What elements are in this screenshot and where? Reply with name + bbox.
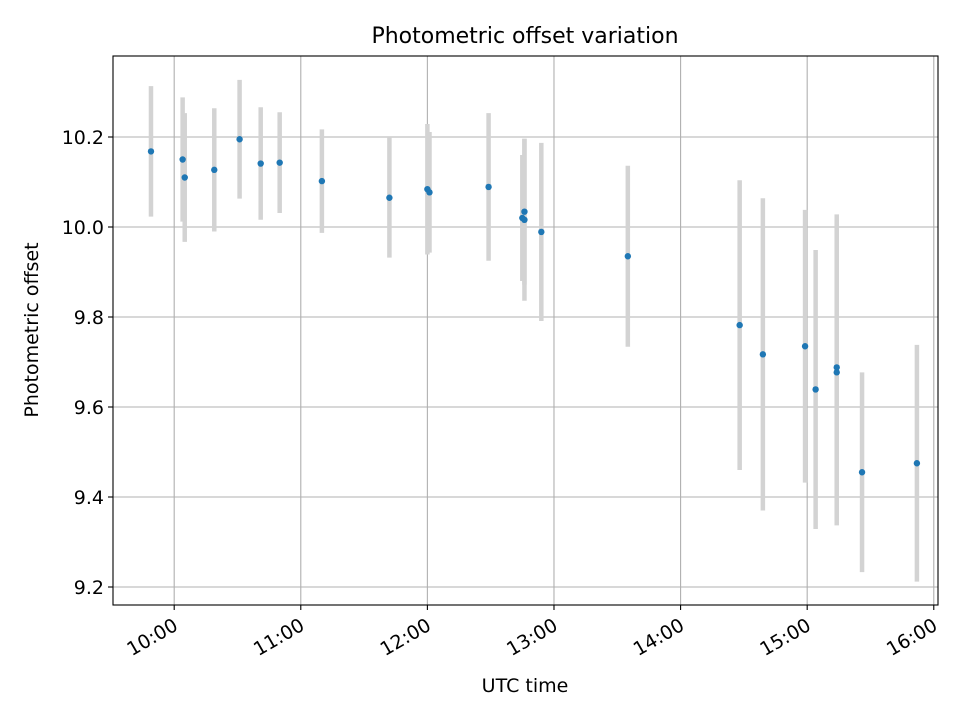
y-tick-label: 9.4 [74, 487, 104, 509]
data-point [485, 183, 492, 191]
data-point [211, 166, 218, 174]
data-point [833, 364, 840, 371]
data-point [833, 369, 840, 376]
x-tick-label: 14:00 [630, 614, 688, 660]
data-point [801, 343, 809, 350]
x-axis-label: UTC time [482, 675, 569, 697]
x-tick-label: 15:00 [756, 614, 814, 660]
data-point [181, 174, 188, 181]
y-tick-label: 10.0 [62, 217, 104, 239]
data-point [521, 216, 528, 223]
data-point [386, 194, 393, 201]
x-tick-label: 13:00 [503, 614, 561, 660]
data-point [147, 148, 155, 155]
x-tick-label: 12:00 [376, 614, 434, 660]
data-point [538, 228, 545, 236]
data-point [236, 136, 243, 143]
x-tick-label: 16:00 [883, 614, 941, 660]
plot-frame [112, 55, 939, 606]
y-tick-label: 9.2 [74, 577, 104, 599]
y-axis-ticks: 9.2 9.4 9.6 9.8 10.0 10.2 [62, 127, 113, 599]
data-point [521, 208, 528, 215]
data-point [624, 253, 632, 260]
data-point [179, 156, 186, 163]
data-point [736, 321, 743, 329]
data-point [318, 177, 326, 185]
y-tick-label: 9.6 [74, 397, 104, 419]
y-tick-label: 10.2 [62, 127, 104, 149]
chart-title: Photometric offset variation [371, 24, 678, 49]
x-tick-label: 11:00 [250, 614, 308, 660]
x-tick-label: 10:00 [123, 614, 181, 660]
data-point [812, 386, 819, 393]
data-point [759, 351, 767, 358]
data-point [858, 469, 866, 476]
data-point [426, 189, 433, 196]
data-point [276, 159, 283, 166]
x-axis-ticks: 10:00 11:00 12:00 13:00 14:00 15:00 16:00 [123, 605, 941, 661]
y-tick-label: 9.8 [74, 307, 104, 329]
error-bars [148, 79, 920, 582]
y-axis-label: Photometric offset [21, 242, 43, 417]
data-points [147, 136, 921, 476]
data-point [257, 160, 264, 167]
data-point [913, 460, 921, 467]
